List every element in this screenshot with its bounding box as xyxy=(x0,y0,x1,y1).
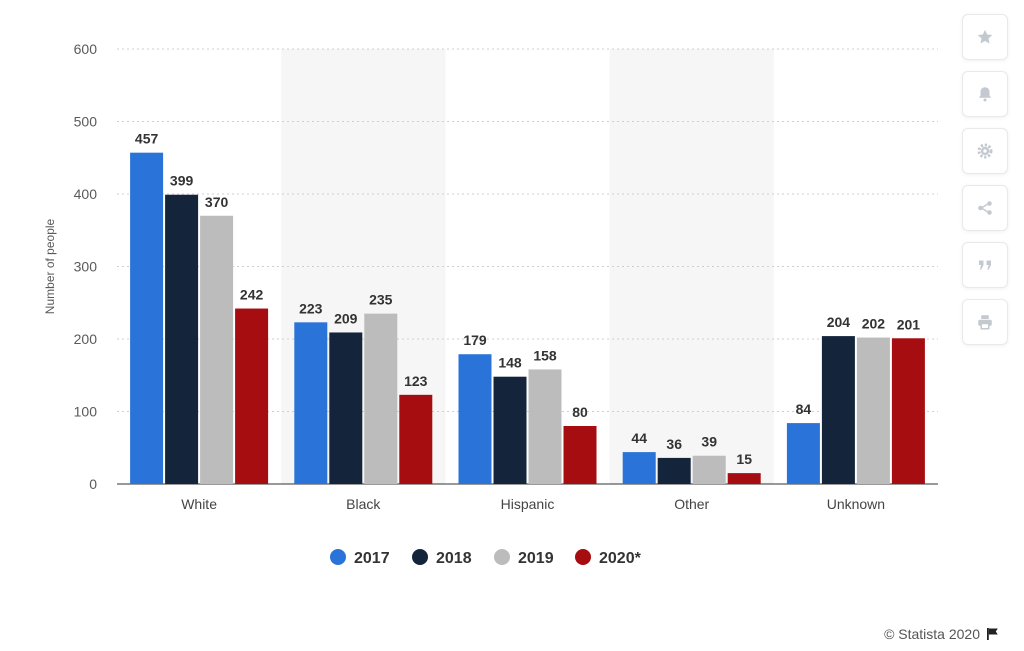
data-label: 179 xyxy=(463,332,487,348)
flag-icon[interactable] xyxy=(986,627,1000,641)
y-axis-title: Number of people xyxy=(43,218,57,314)
x-tick-label: Black xyxy=(346,496,381,512)
data-label: 15 xyxy=(736,451,752,467)
data-label: 84 xyxy=(796,401,812,417)
data-label: 235 xyxy=(369,292,393,308)
favorite-button[interactable] xyxy=(962,14,1008,60)
legend-label: 2018 xyxy=(436,550,472,567)
bar xyxy=(165,194,199,484)
y-tick-label: 300 xyxy=(74,259,98,275)
data-label: 80 xyxy=(572,404,588,420)
y-tick-label: 100 xyxy=(74,404,98,420)
data-label: 36 xyxy=(666,436,682,452)
cite-button[interactable] xyxy=(962,242,1008,288)
copyright-text: © Statista 2020 xyxy=(884,626,980,642)
bar xyxy=(821,336,855,484)
data-label: 204 xyxy=(827,314,851,330)
legend-marker xyxy=(412,549,428,565)
bar xyxy=(692,455,726,484)
bell-icon xyxy=(979,87,991,102)
legend-label: 2017 xyxy=(354,550,390,567)
data-label: 39 xyxy=(701,434,717,450)
data-label: 158 xyxy=(533,347,557,363)
legend-label: 2020* xyxy=(599,550,642,567)
legend-marker xyxy=(330,549,346,565)
bar xyxy=(622,452,656,484)
x-tick-label: White xyxy=(181,496,217,512)
bar xyxy=(786,423,820,484)
data-label: 148 xyxy=(498,355,522,371)
chart: 0 100 200 300 400 500 600 Number of people 457 39… xyxy=(43,41,938,567)
bar xyxy=(657,457,691,484)
bar xyxy=(891,338,925,484)
share-icon xyxy=(978,201,992,215)
data-label: 44 xyxy=(631,430,647,446)
bar xyxy=(235,308,269,484)
bar xyxy=(200,215,234,484)
notification-button[interactable] xyxy=(962,71,1008,117)
y-tick-label: 200 xyxy=(74,331,98,347)
legend-marker xyxy=(494,549,510,565)
bar xyxy=(130,152,164,485)
footer: © Statista 2020 xyxy=(884,626,1000,642)
print-icon xyxy=(978,315,992,330)
data-label: 457 xyxy=(135,131,159,147)
data-label: 399 xyxy=(170,173,194,189)
x-tick-label: Hispanic xyxy=(501,496,555,512)
data-label: 202 xyxy=(862,316,886,332)
bar xyxy=(493,376,527,484)
data-label: 223 xyxy=(299,300,323,316)
data-label: 209 xyxy=(334,310,358,326)
bar xyxy=(727,473,761,484)
bar xyxy=(528,369,562,484)
data-label: 370 xyxy=(205,194,229,210)
y-tick-label: 600 xyxy=(74,41,98,57)
bar xyxy=(399,394,433,484)
star-icon xyxy=(977,29,993,44)
print-button[interactable] xyxy=(962,299,1008,345)
x-tick-label: Unknown xyxy=(827,496,885,512)
data-label: 201 xyxy=(897,316,921,332)
bar xyxy=(294,322,328,484)
bar xyxy=(856,337,890,484)
data-label: 123 xyxy=(404,373,428,389)
bar xyxy=(563,426,597,484)
bar xyxy=(458,354,492,484)
quote-icon xyxy=(979,260,991,270)
legend-marker xyxy=(575,549,591,565)
settings-button[interactable] xyxy=(962,128,1008,174)
share-button[interactable] xyxy=(962,185,1008,231)
side-toolbar xyxy=(962,14,1008,356)
bar xyxy=(364,313,398,484)
gear-icon xyxy=(977,143,993,159)
bar xyxy=(329,332,363,484)
y-tick-label: 400 xyxy=(74,186,98,202)
category-band xyxy=(609,49,774,484)
x-tick-label: Other xyxy=(674,496,709,512)
data-label: 242 xyxy=(240,287,264,303)
y-tick-label: 0 xyxy=(89,476,97,492)
legend-label: 2019 xyxy=(518,550,554,567)
y-tick-label: 500 xyxy=(74,114,98,130)
